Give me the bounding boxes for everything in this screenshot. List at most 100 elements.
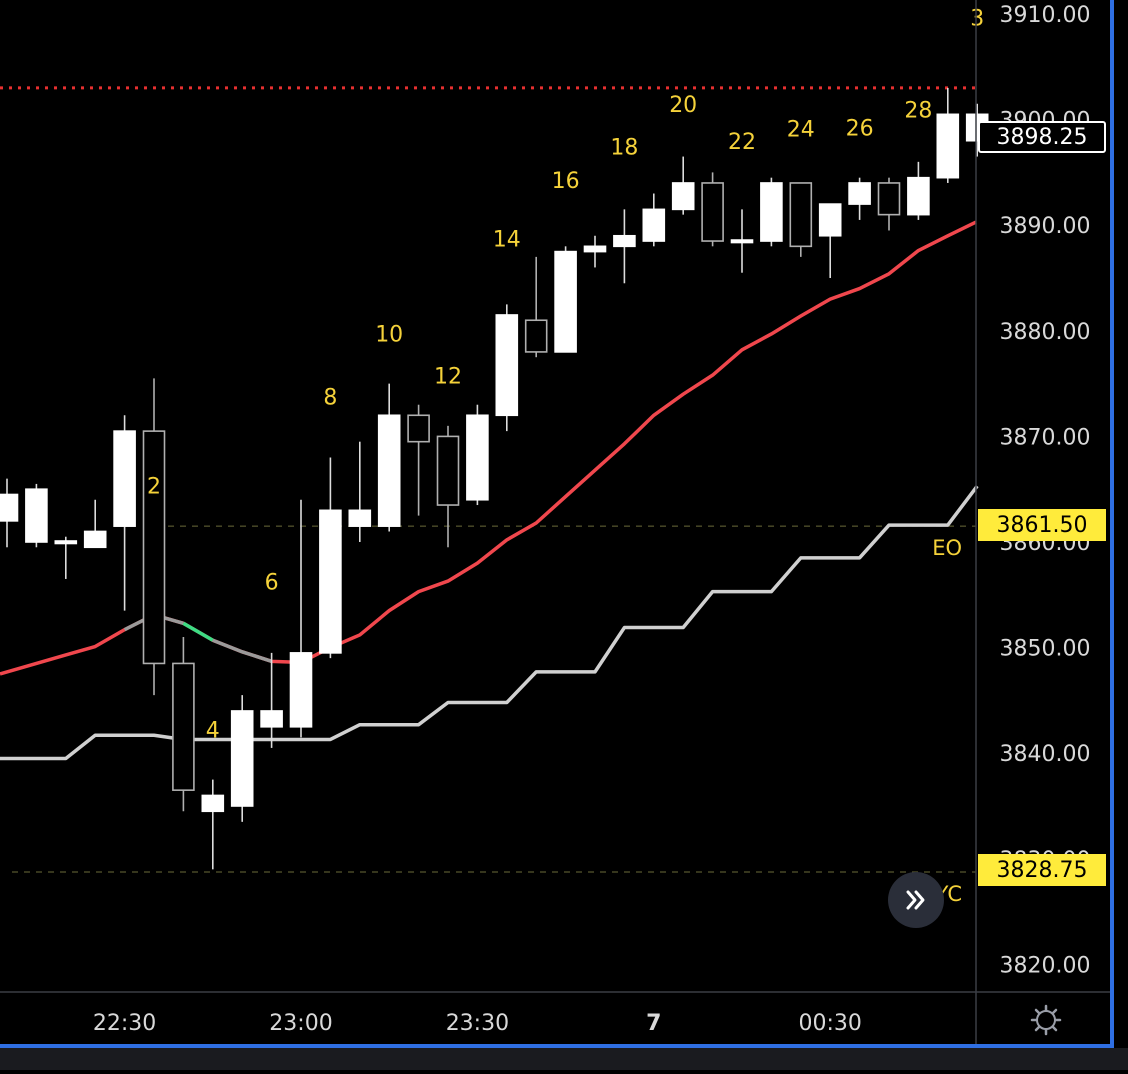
candle-body-12 [348, 509, 372, 527]
candle-body-20 [583, 245, 607, 253]
candle-body-13 [377, 414, 401, 527]
candle-body-18 [524, 319, 548, 353]
last-price-tag: 3898.25 [978, 121, 1106, 153]
double-chevron-right-icon [906, 890, 925, 910]
candle-body-27 [789, 182, 813, 248]
candle-body-6 [172, 662, 195, 791]
candle-22 [642, 193, 666, 247]
candle-11 [319, 457, 342, 659]
candle-body-22 [642, 208, 666, 242]
chart-settings-button[interactable] [1026, 1000, 1066, 1040]
candle-25 [730, 209, 754, 273]
bar-count-label-3: 3 [970, 7, 984, 32]
eo-price-tag: 3861.50 [978, 509, 1106, 541]
candle-24 [701, 172, 724, 247]
candle-body-1 [25, 488, 48, 543]
yc-price-tag: 3828.75 [978, 854, 1106, 886]
gear-icon [1030, 1004, 1062, 1036]
candle-28 [818, 203, 842, 278]
candle-10 [289, 499, 313, 738]
moving-average-segment-green [182, 621, 214, 642]
scroll-to-realtime-button[interactable] [888, 872, 944, 928]
stepped-line [0, 484, 979, 761]
bar-count-label-4: 4 [206, 718, 220, 743]
candle-7 [201, 779, 225, 870]
candle-body-16 [466, 414, 489, 501]
footer-strip [0, 1048, 1128, 1070]
candle-body-14 [407, 414, 430, 443]
candle-1 [25, 483, 48, 548]
candle-19 [554, 246, 577, 353]
candle-26 [760, 177, 783, 247]
candle-17 [495, 304, 519, 432]
candle-29 [848, 177, 871, 220]
candle-21 [613, 209, 636, 284]
candle-body-31 [907, 176, 930, 216]
candle-14 [407, 404, 430, 516]
candle-body-25 [730, 239, 754, 244]
time-tick-23-30: 23:30 [446, 1011, 509, 1036]
candle-body-0 [0, 493, 19, 522]
time-tick-22-30: 22:30 [93, 1011, 156, 1036]
candle-body-28 [818, 203, 842, 237]
candle-body-5 [142, 430, 166, 665]
candle-body-4 [113, 430, 136, 527]
candle-2 [54, 536, 78, 579]
candle-13 [377, 383, 401, 532]
price-tick-3890-00: 3890.00 [1000, 214, 1091, 239]
bar-count-label-28: 28 [904, 98, 932, 123]
candle-8 [230, 695, 254, 822]
candles-layer [0, 87, 989, 870]
candle-body-8 [230, 710, 254, 807]
candle-body-26 [760, 182, 783, 242]
candle-32 [936, 87, 960, 183]
candle-3 [83, 499, 107, 549]
candle-5 [142, 378, 166, 696]
candle-body-10 [289, 652, 313, 728]
indicator-lines-layer [0, 220, 979, 761]
candle-4 [113, 415, 136, 611]
candle-body-23 [671, 182, 695, 211]
price-tick-3820-00: 3820.00 [1000, 953, 1091, 978]
frame-border-right [1110, 0, 1114, 1048]
candle-body-9 [260, 710, 283, 728]
reference-line-label-eo: EO [932, 536, 962, 560]
candle-body-29 [848, 182, 871, 205]
candle-body-15 [436, 435, 460, 506]
candle-15 [436, 425, 460, 548]
candle-31 [907, 161, 930, 220]
candle-body-11 [319, 509, 342, 654]
candle-16 [466, 404, 489, 506]
candle-body-3 [83, 530, 107, 549]
candle-body-19 [554, 250, 577, 353]
bar-count-label-14: 14 [493, 227, 521, 252]
time-tick-23-00: 23:00 [269, 1011, 332, 1036]
candle-9 [260, 652, 283, 748]
bar-count-label-18: 18 [610, 135, 638, 160]
bar-count-label-16: 16 [552, 169, 580, 194]
candle-20 [583, 235, 607, 268]
bar-count-label-12: 12 [434, 365, 462, 390]
candle-body-17 [495, 314, 519, 417]
candle-body-30 [877, 182, 901, 216]
bar-count-label-2: 2 [147, 474, 161, 499]
bar-count-label-24: 24 [787, 117, 815, 142]
bar-count-label-8: 8 [323, 386, 337, 411]
moving-average-segment-grey-2 [212, 638, 273, 663]
candle-6 [172, 637, 195, 812]
bar-count-label-20: 20 [669, 93, 697, 118]
price-tick-3870-00: 3870.00 [1000, 425, 1091, 450]
candle-27 [789, 182, 813, 257]
candle-0 [0, 478, 19, 548]
candle-12 [348, 441, 372, 542]
candle-body-7 [201, 794, 225, 813]
candle-body-2 [54, 540, 78, 545]
candle-body-21 [613, 234, 636, 248]
price-tick-3850-00: 3850.00 [1000, 637, 1091, 662]
bar-count-label-10: 10 [375, 322, 403, 347]
candle-body-24 [701, 182, 724, 242]
bar-count-label-26: 26 [846, 116, 874, 141]
